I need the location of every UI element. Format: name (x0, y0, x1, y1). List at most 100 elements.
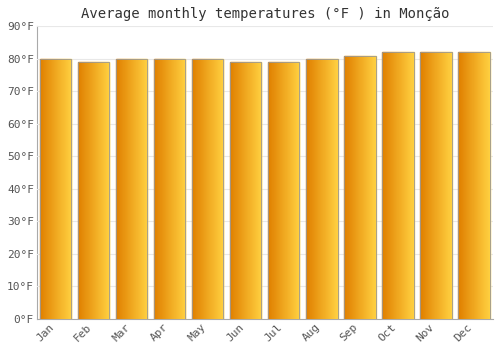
Bar (316, 59, 318, 319)
Bar (459, 52, 460, 319)
Bar (116, 59, 117, 319)
Bar (489, 52, 490, 319)
Bar (346, 56, 347, 319)
Bar (133, 59, 134, 319)
Bar (278, 62, 279, 319)
Bar (423, 52, 424, 319)
Bar (268, 62, 300, 319)
Bar (330, 59, 331, 319)
Bar (306, 59, 307, 319)
Bar (299, 62, 300, 319)
Bar (129, 59, 130, 319)
Bar (232, 62, 233, 319)
Bar (432, 52, 433, 319)
Bar (426, 52, 427, 319)
Bar (350, 56, 351, 319)
Bar (169, 59, 170, 319)
Bar (243, 62, 244, 319)
Bar (158, 59, 159, 319)
Bar (78, 62, 110, 319)
Bar (321, 59, 322, 319)
Bar (318, 59, 319, 319)
Bar (119, 59, 120, 319)
Bar (391, 52, 392, 319)
Bar (467, 52, 468, 319)
Bar (424, 52, 425, 319)
Bar (386, 52, 387, 319)
Bar (373, 56, 374, 319)
Bar (98, 62, 99, 319)
Bar (44, 59, 45, 319)
Bar (146, 59, 147, 319)
Bar (348, 56, 349, 319)
Bar (425, 52, 426, 319)
Bar (239, 62, 240, 319)
Bar (208, 59, 209, 319)
Bar (481, 52, 482, 319)
Bar (358, 56, 359, 319)
Bar (132, 59, 133, 319)
Bar (47, 59, 48, 319)
Bar (290, 62, 291, 319)
Bar (80, 62, 81, 319)
Bar (212, 59, 213, 319)
Bar (257, 62, 258, 319)
Bar (286, 62, 287, 319)
Bar (167, 59, 168, 319)
Bar (245, 62, 246, 319)
Bar (100, 62, 101, 319)
Bar (268, 62, 269, 319)
Bar (269, 62, 270, 319)
Bar (487, 52, 488, 319)
Bar (82, 62, 83, 319)
Bar (134, 59, 135, 319)
Bar (335, 59, 336, 319)
Bar (443, 52, 444, 319)
Bar (307, 59, 308, 319)
Bar (197, 59, 198, 319)
Bar (485, 52, 486, 319)
Bar (200, 59, 201, 319)
Bar (366, 56, 367, 319)
Bar (214, 59, 215, 319)
Bar (147, 59, 148, 319)
Bar (393, 52, 394, 319)
Bar (95, 62, 96, 319)
Bar (306, 59, 338, 319)
Bar (137, 59, 138, 319)
Bar (336, 59, 337, 319)
Bar (465, 52, 466, 319)
Bar (334, 59, 335, 319)
Bar (204, 59, 205, 319)
Bar (41, 59, 42, 319)
Bar (45, 59, 46, 319)
Bar (277, 62, 278, 319)
Bar (215, 59, 216, 319)
Bar (384, 52, 385, 319)
Bar (138, 59, 139, 319)
Bar (442, 52, 443, 319)
Bar (474, 52, 475, 319)
Title: Average monthly temperatures (°F ) in Monção: Average monthly temperatures (°F ) in Mo… (80, 7, 449, 21)
Bar (218, 59, 219, 319)
Bar (254, 62, 255, 319)
Bar (259, 62, 260, 319)
Bar (247, 62, 248, 319)
Bar (396, 52, 397, 319)
Bar (313, 59, 314, 319)
Bar (412, 52, 413, 319)
Bar (124, 59, 125, 319)
Bar (479, 52, 480, 319)
Bar (323, 59, 324, 319)
Bar (359, 56, 360, 319)
Bar (86, 62, 87, 319)
Bar (464, 52, 465, 319)
Bar (223, 59, 224, 319)
Bar (408, 52, 409, 319)
Bar (458, 52, 490, 319)
Bar (461, 52, 462, 319)
Bar (50, 59, 51, 319)
Bar (48, 59, 49, 319)
Bar (199, 59, 200, 319)
Bar (478, 52, 479, 319)
